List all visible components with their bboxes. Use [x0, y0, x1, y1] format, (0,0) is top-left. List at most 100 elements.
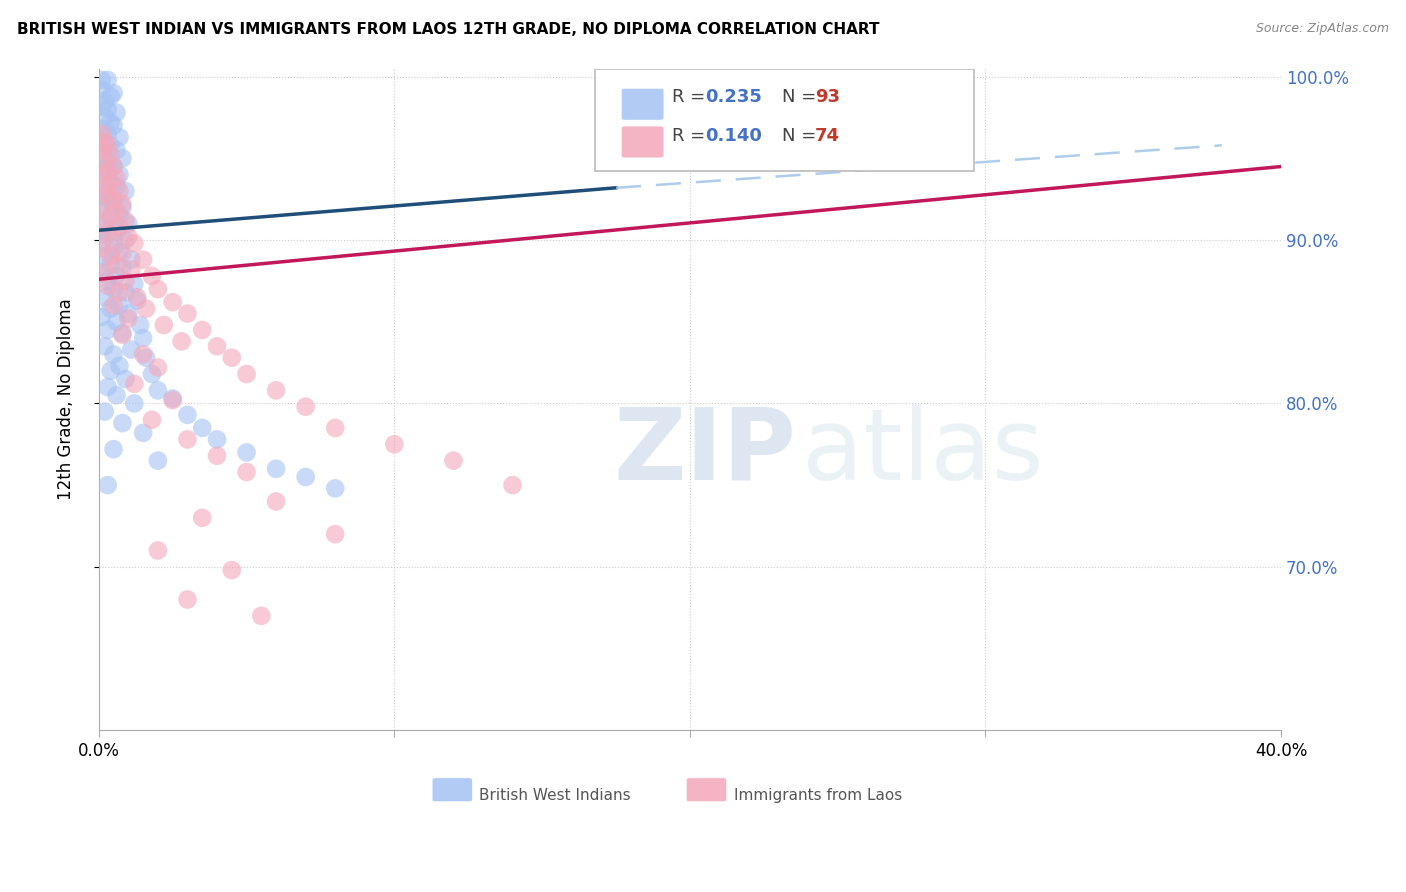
Text: 0.140: 0.140: [706, 127, 762, 145]
Point: [111, 260, 134, 275]
Point: [90, 146, 112, 161]
Point: [205, 449, 228, 463]
Point: [105, 225, 128, 239]
Text: N =: N =: [782, 127, 823, 145]
Point: [114, 274, 136, 288]
Point: [90, 203, 112, 218]
FancyBboxPatch shape: [621, 126, 664, 158]
Point: [146, 453, 169, 467]
Point: [97, 103, 120, 117]
Point: [108, 298, 131, 312]
Point: [97, 187, 120, 202]
Point: [191, 323, 214, 337]
Point: [90, 310, 112, 324]
Point: [176, 433, 198, 447]
Point: [90, 127, 112, 141]
Point: [105, 315, 128, 329]
Point: [105, 171, 128, 186]
Point: [103, 160, 125, 174]
Text: British West Indians: British West Indians: [479, 789, 631, 804]
Point: [264, 462, 287, 476]
Point: [132, 425, 155, 440]
Point: [443, 453, 465, 467]
Point: [105, 105, 128, 120]
Point: [103, 233, 125, 247]
Point: [93, 339, 115, 353]
Point: [97, 73, 120, 87]
FancyBboxPatch shape: [686, 778, 727, 802]
Point: [132, 331, 155, 345]
Point: [108, 184, 131, 198]
Point: [97, 278, 120, 293]
Point: [90, 201, 112, 215]
Text: R =: R =: [672, 88, 711, 106]
Point: [114, 213, 136, 227]
Point: [153, 318, 176, 332]
Point: [103, 86, 125, 100]
Point: [250, 608, 273, 623]
Point: [162, 393, 184, 408]
FancyBboxPatch shape: [621, 88, 664, 120]
Text: 74: 74: [815, 127, 841, 145]
Point: [93, 135, 115, 149]
Text: ZIP: ZIP: [613, 404, 796, 500]
Point: [264, 494, 287, 508]
Point: [90, 73, 112, 87]
Point: [93, 290, 115, 304]
Point: [105, 179, 128, 194]
Point: [90, 168, 112, 182]
Text: atlas: atlas: [803, 404, 1043, 500]
Point: [97, 192, 120, 206]
Point: [120, 262, 142, 277]
Point: [111, 327, 134, 342]
Point: [117, 307, 139, 321]
Point: [93, 162, 115, 177]
Point: [97, 127, 120, 141]
Point: [117, 311, 139, 326]
Point: [141, 367, 163, 381]
Point: [90, 241, 112, 255]
Point: [108, 285, 131, 300]
Point: [103, 282, 125, 296]
Point: [103, 347, 125, 361]
Point: [108, 209, 131, 223]
Point: [90, 266, 112, 280]
Point: [141, 413, 163, 427]
Point: [146, 282, 169, 296]
Point: [191, 511, 214, 525]
Point: [235, 465, 257, 479]
Point: [90, 236, 112, 251]
Point: [105, 388, 128, 402]
FancyBboxPatch shape: [432, 778, 472, 802]
Point: [111, 201, 134, 215]
Point: [100, 138, 122, 153]
Point: [135, 301, 157, 316]
Point: [93, 404, 115, 418]
Point: [100, 176, 122, 190]
Point: [97, 380, 120, 394]
Point: [176, 307, 198, 321]
Point: [176, 592, 198, 607]
Point: [502, 478, 524, 492]
Point: [97, 225, 120, 239]
Point: [93, 135, 115, 149]
Point: [294, 400, 316, 414]
Point: [103, 442, 125, 457]
Point: [132, 252, 155, 267]
Point: [103, 119, 125, 133]
Point: [90, 171, 112, 186]
Point: [146, 543, 169, 558]
Point: [111, 326, 134, 341]
Point: [323, 527, 346, 541]
Point: [100, 258, 122, 272]
Point: [221, 351, 243, 365]
Point: [323, 482, 346, 496]
Point: [97, 228, 120, 243]
Point: [264, 384, 287, 398]
Point: [105, 203, 128, 218]
Point: [111, 152, 134, 166]
Point: [235, 445, 257, 459]
Point: [117, 217, 139, 231]
Point: [162, 295, 184, 310]
Point: [97, 478, 120, 492]
